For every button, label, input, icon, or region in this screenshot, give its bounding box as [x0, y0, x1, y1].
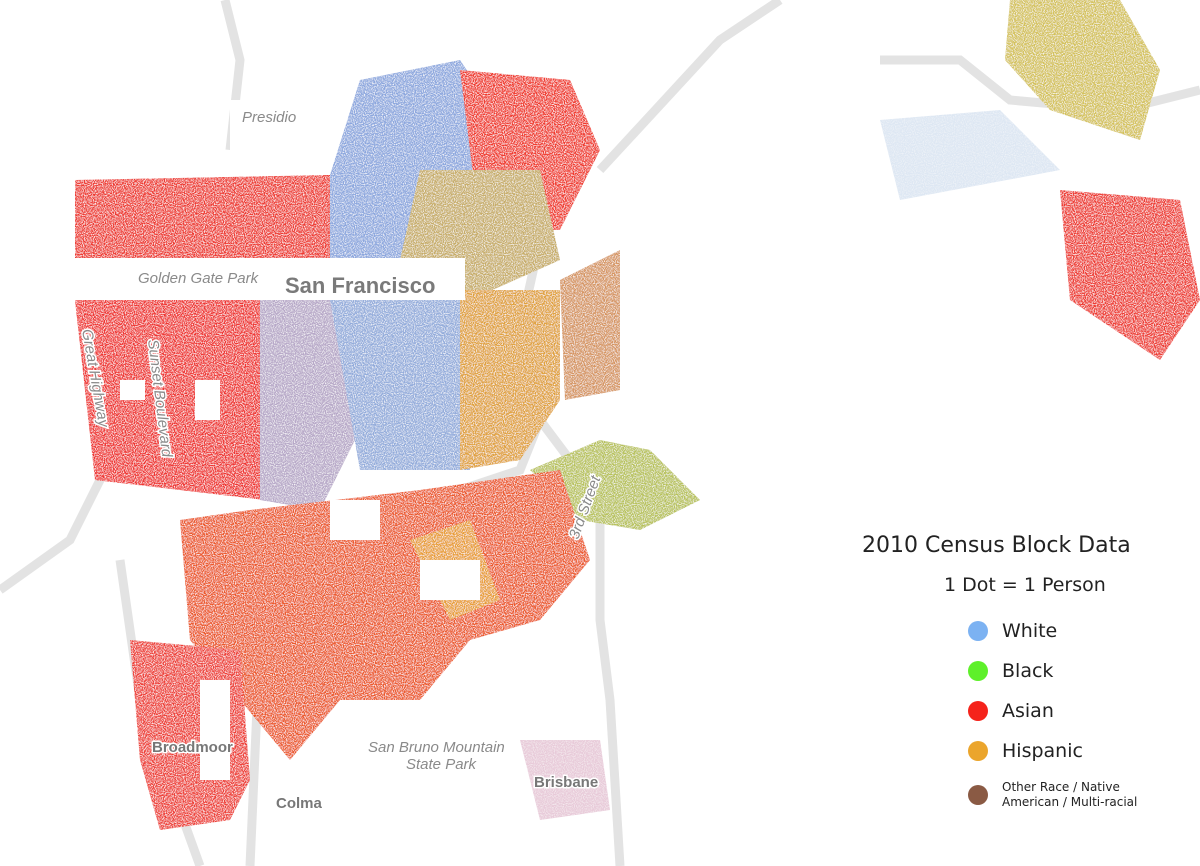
- legend-item: Hispanic: [968, 740, 1192, 762]
- legend-swatch: [968, 701, 988, 721]
- legend-label: White: [1002, 620, 1058, 642]
- legend: 2010 Census Block Data 1 Dot = 1 Person …: [862, 533, 1192, 828]
- legend-items: White Black Asian Hispanic Other Race / Nati…: [862, 620, 1192, 810]
- town-label: Broadmoor: [152, 739, 233, 756]
- population-dots: [75, 0, 1200, 830]
- legend-label: Hispanic: [1002, 740, 1083, 762]
- legend-swatch: [968, 785, 988, 805]
- legend-item: White: [968, 620, 1192, 642]
- legend-label: Asian: [1002, 700, 1054, 722]
- legend-label: Black: [1002, 660, 1054, 682]
- town-label: Colma: [276, 795, 323, 812]
- map-label: Great Highway: [78, 328, 112, 430]
- legend-item: Asian: [968, 700, 1192, 722]
- map-label: 3rd Street: [566, 473, 605, 541]
- legend-swatch: [968, 661, 988, 681]
- city-label: San Francisco: [285, 273, 435, 298]
- map-label: San Bruno Mountain: [368, 739, 505, 756]
- legend-subtitle: 1 Dot = 1 Person: [944, 574, 1106, 596]
- town-label: Brisbane: [534, 774, 598, 791]
- legend-title: 2010 Census Block Data: [862, 533, 1131, 558]
- legend-swatch: [968, 741, 988, 761]
- legend-swatch: [968, 621, 988, 641]
- parks: [75, 100, 480, 780]
- map-label: Golden Gate Park: [138, 270, 260, 287]
- legend-label: Other Race / Native American / Multi-rac…: [1002, 780, 1138, 809]
- map-label: State Park: [406, 756, 478, 773]
- map-label: Sunset Boulevard: [144, 338, 175, 458]
- map-label: Presidio: [242, 109, 296, 126]
- legend-item: Other Race / Native American / Multi-rac…: [968, 780, 1192, 810]
- legend-item: Black: [968, 660, 1192, 682]
